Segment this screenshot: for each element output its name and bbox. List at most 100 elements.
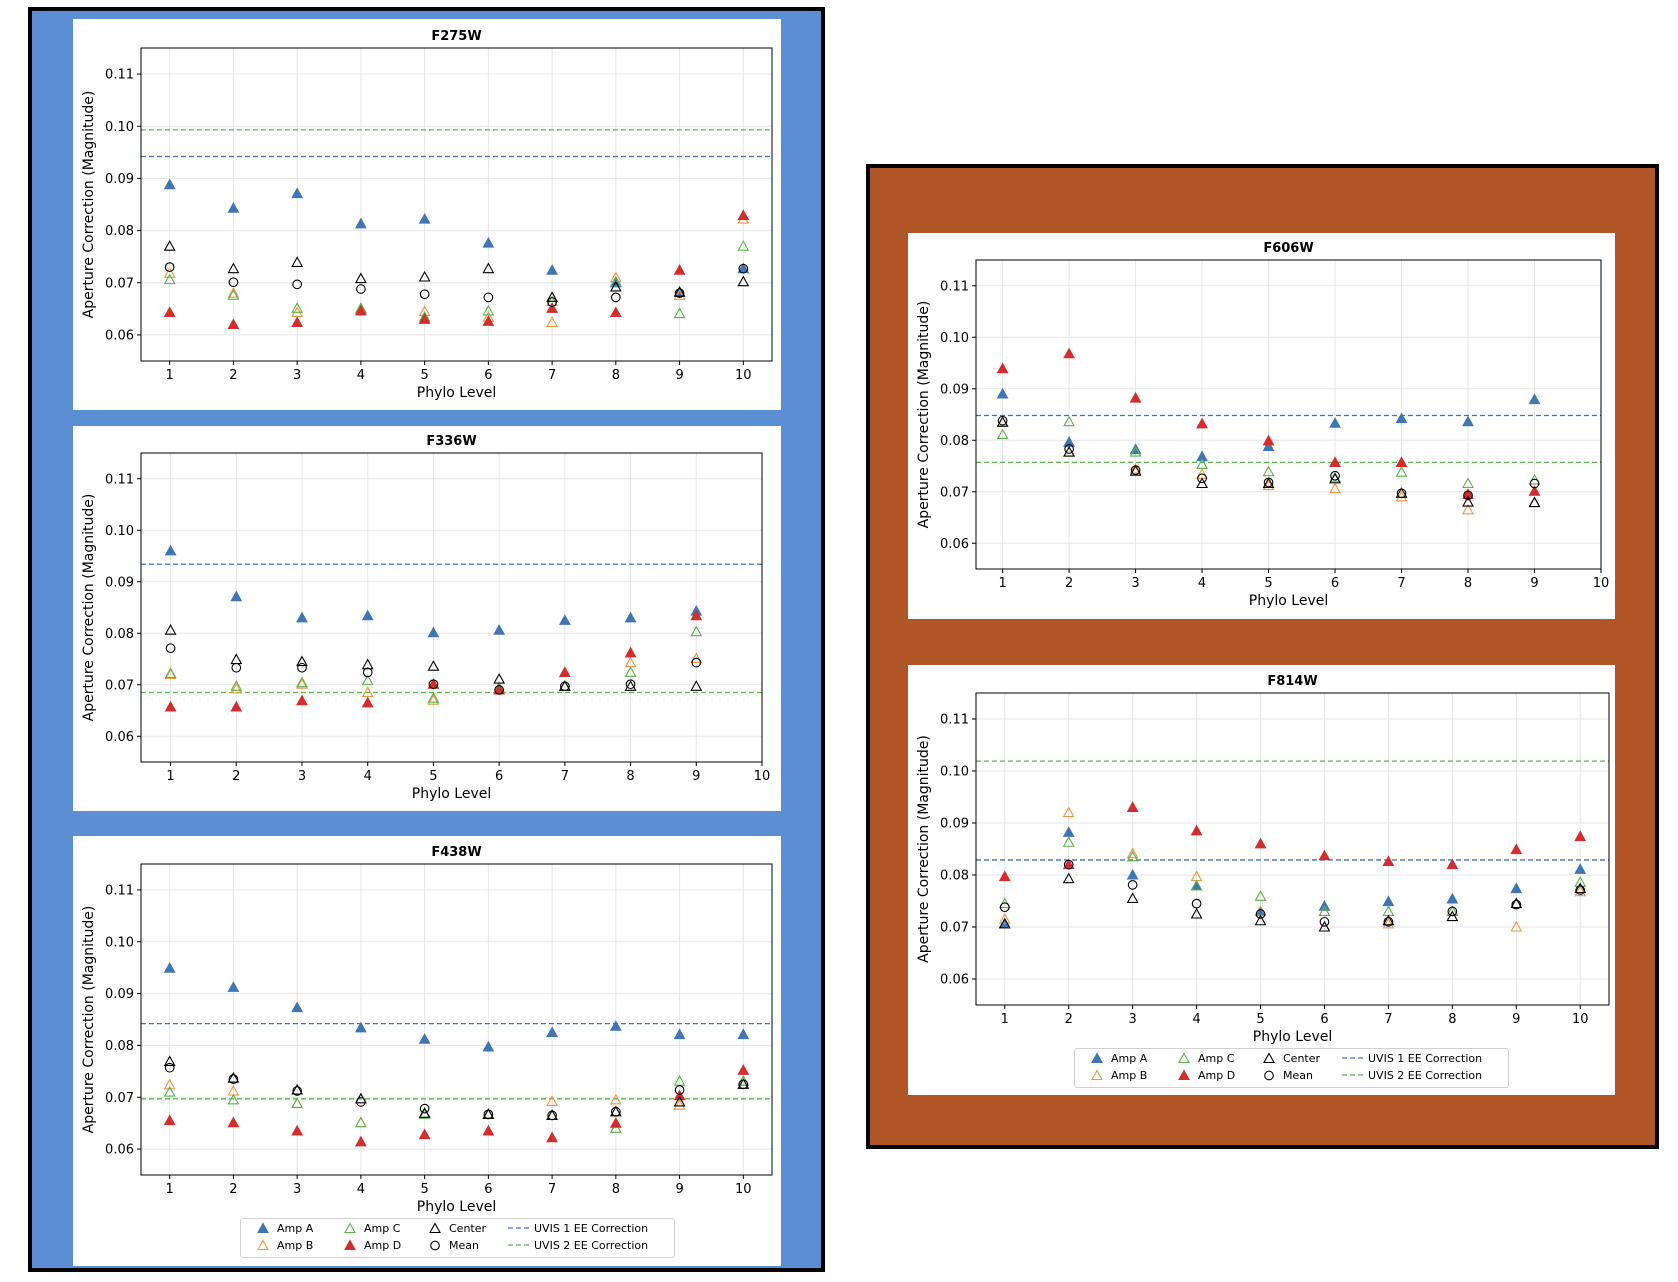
x-tick-label: 2: [232, 769, 240, 784]
point-mean: [356, 1097, 366, 1107]
y-tick-label: 0.11: [105, 883, 134, 898]
point-amp-c: [230, 680, 243, 691]
y-tick-label: 0.08: [105, 224, 134, 239]
point-mean: [1263, 477, 1274, 488]
legend-symbol-amp-c: [336, 1221, 364, 1235]
point-amp-a: [546, 264, 559, 275]
point-center: [1196, 477, 1208, 489]
point-amp-a: [1574, 863, 1587, 874]
point-center: [609, 280, 622, 292]
legend-symbol-amp-c: [1170, 1051, 1198, 1065]
y-tick-label: 0.06: [940, 537, 969, 552]
legend-label: Amp B: [1111, 1068, 1148, 1082]
point-amp-a: [227, 202, 240, 213]
point-amp-d: [546, 302, 559, 313]
point-amp-b: [690, 652, 703, 664]
x-tick-label: 1: [998, 576, 1006, 591]
point-amp-c: [164, 667, 177, 678]
point-center: [673, 286, 686, 297]
x-tick-label: 9: [692, 769, 700, 784]
point-amp-d: [1574, 830, 1587, 842]
point-center: [1329, 472, 1341, 484]
point-amp-a: [673, 1028, 686, 1040]
point-amp-b: [296, 678, 308, 689]
grid: [141, 864, 772, 1175]
point-amp-c: [163, 273, 176, 285]
grid: [141, 453, 763, 762]
point-amp-d: [996, 362, 1009, 374]
legend-label: Amp A: [277, 1221, 314, 1235]
x-tick-label: 2: [1065, 576, 1073, 591]
x-tick-label: 5: [1264, 576, 1272, 591]
point-center: [1382, 914, 1395, 926]
legend-symbol-mean: [1255, 1068, 1283, 1082]
plot-frame: [140, 47, 773, 362]
point-center: [291, 256, 304, 267]
point-mean: [674, 1085, 685, 1095]
point-amp-a: [996, 387, 1009, 399]
point-amp-c: [227, 289, 240, 300]
series-amp-d: [163, 209, 750, 330]
point-amp-d: [418, 1128, 431, 1140]
point-amp-a: [418, 212, 431, 224]
y-axis-label: Aperture Correction (Magnitude): [81, 494, 97, 722]
point-amp-c: [1395, 466, 1408, 477]
point-amp-d: [1462, 488, 1474, 499]
point-amp-b: [546, 1095, 559, 1106]
legend-symbol-uvis2: [506, 1238, 534, 1252]
point-mean: [1127, 880, 1138, 890]
series-amp-a: [998, 826, 1587, 929]
point-amp-b: [1126, 847, 1139, 859]
point-amp-d: [624, 646, 637, 658]
series-center: [163, 1055, 750, 1120]
point-amp-a: [737, 1028, 750, 1040]
x-tick-label: 2: [229, 1182, 237, 1197]
legend-symbol-amp-d: [1170, 1068, 1198, 1082]
point-amp-d: [1395, 456, 1408, 467]
x-tick-label: 4: [364, 769, 372, 784]
point-mean: [560, 681, 570, 692]
point-amp-b: [163, 267, 176, 278]
x-tick-label: 10: [735, 368, 752, 383]
legend-item-amp-a: Amp A: [1083, 1051, 1147, 1065]
legend-marker: [429, 1222, 441, 1234]
point-amp-d: [1262, 434, 1275, 446]
x-tick-label: 4: [1198, 576, 1206, 591]
point-amp-c: [690, 625, 703, 637]
point-mean: [738, 1079, 749, 1090]
point-amp-c: [296, 676, 308, 688]
point-center: [164, 624, 177, 635]
point-amp-d: [1126, 801, 1139, 812]
point-mean: [419, 289, 430, 300]
y-tick-label: 0.08: [105, 627, 134, 642]
point-amp-b: [1329, 482, 1341, 494]
series-amp-c: [998, 836, 1587, 916]
point-amp-c: [1318, 905, 1331, 916]
series-amp-d: [164, 609, 703, 712]
y-tick-label: 0.11: [940, 713, 969, 728]
point-center: [996, 416, 1009, 427]
point-amp-b: [1062, 806, 1075, 818]
y-tick-label: 0.06: [105, 730, 134, 745]
legend-marker: [1263, 1052, 1275, 1064]
point-amp-d: [1196, 417, 1208, 429]
point-amp-c: [1190, 879, 1203, 891]
point-amp-d: [1063, 347, 1076, 359]
point-amp-d: [361, 696, 374, 708]
x-tick-label: 7: [561, 769, 569, 784]
series-mean: [999, 859, 1586, 927]
point-amp-b: [1510, 920, 1523, 932]
legend-item-uvis1: UVIS 1 EE Correction: [1340, 1051, 1482, 1065]
legend-marker: [344, 1239, 356, 1251]
series-mean: [165, 643, 702, 695]
point-amp-a: [482, 236, 495, 248]
point-center: [1126, 892, 1139, 903]
legend-symbol-uvis2: [1340, 1068, 1368, 1082]
legend-marker: [1091, 1052, 1103, 1064]
point-amp-a: [609, 1020, 622, 1031]
legend-marker: [1178, 1052, 1190, 1064]
legend-label: Center: [449, 1221, 487, 1235]
legend-item-uvis2: UVIS 2 EE Correction: [506, 1238, 648, 1252]
point-amp-d: [1129, 391, 1142, 403]
point-amp-c: [609, 275, 622, 287]
